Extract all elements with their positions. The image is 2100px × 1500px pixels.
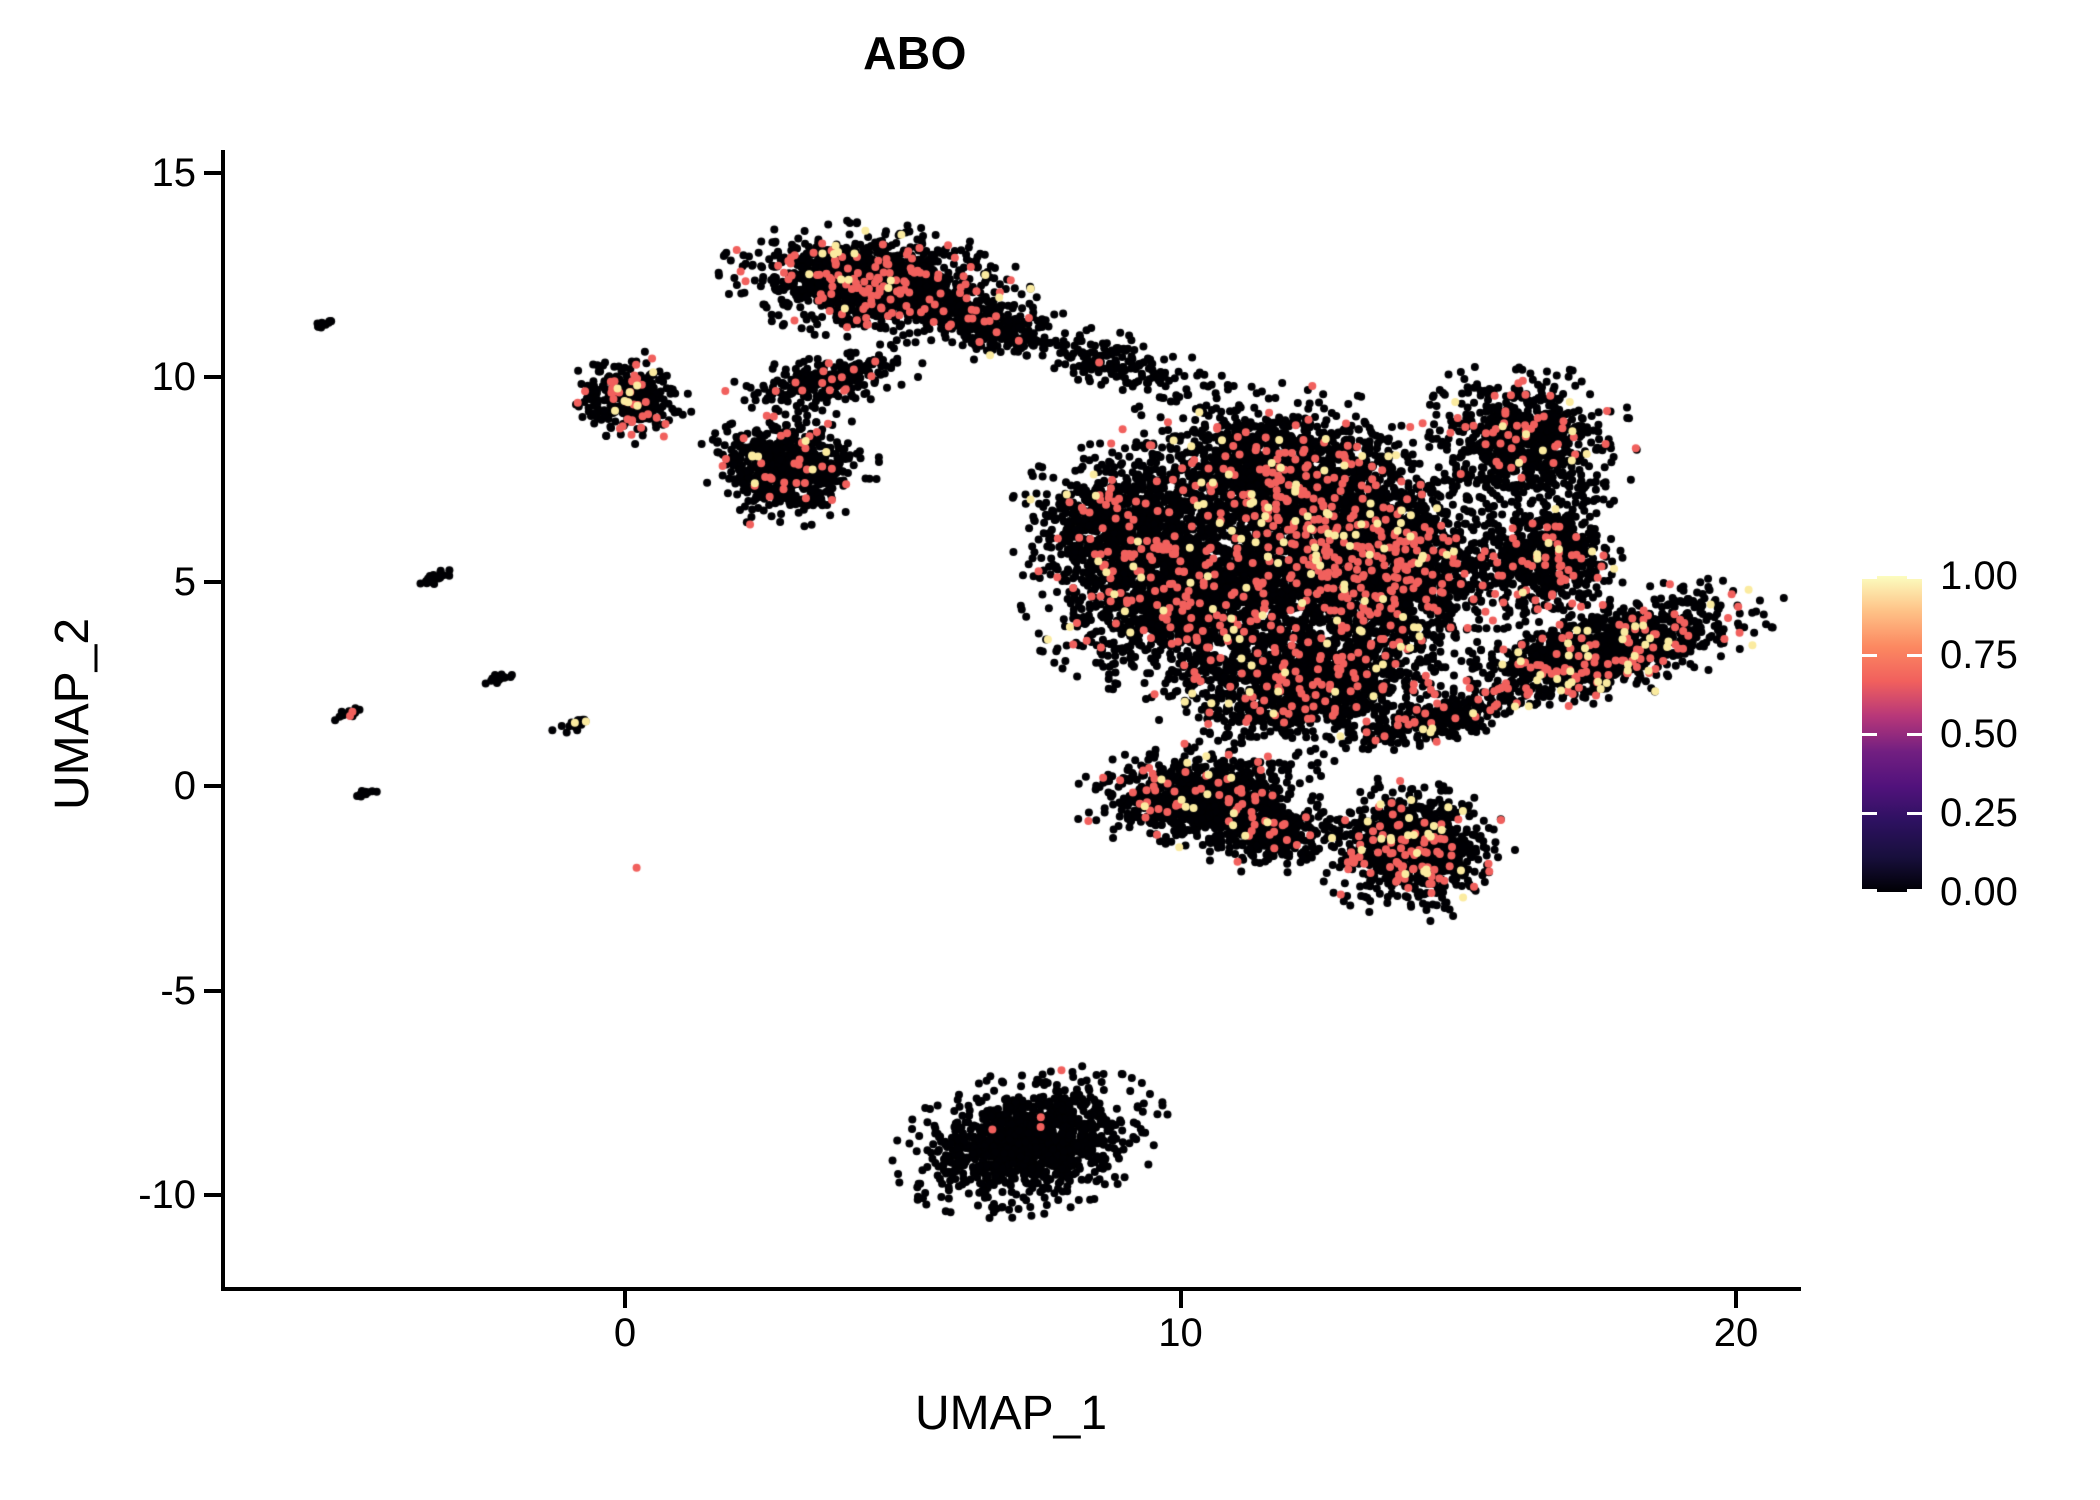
colorbar-tick xyxy=(1862,889,1922,892)
y-tick-label: -5 xyxy=(160,968,196,1013)
y-tick-label: 0 xyxy=(173,764,196,808)
y-tick-mark xyxy=(204,579,221,584)
x-tick-label: 10 xyxy=(1158,1311,1203,1355)
y-tick-mark xyxy=(204,170,221,175)
y-tick-label: 10 xyxy=(151,355,197,399)
y-tick-mark xyxy=(204,1193,221,1197)
colorbar-tick xyxy=(1862,812,1922,815)
y-tick-label: -10 xyxy=(138,1173,196,1217)
color-legend: 1.00 0.75 0.50 0.25 0.00 xyxy=(1862,556,2092,912)
x-tick-label: 0 xyxy=(613,1311,637,1355)
y-tick-label: 15 xyxy=(151,150,197,195)
colorbar-tick xyxy=(1862,733,1922,736)
x-tick-label: 20 xyxy=(1713,1311,1759,1355)
y-tick-mark xyxy=(204,988,221,993)
x-tick-mark xyxy=(623,1291,627,1308)
x-tick-mark xyxy=(1734,1291,1738,1308)
colorbar-tick xyxy=(1862,576,1922,579)
colorbar-tick-label: 0.00 xyxy=(1940,870,2018,914)
colorbar-tick-label: 1.00 xyxy=(1940,554,2018,598)
y-tick-label: 5 xyxy=(173,559,196,604)
colorbar-tick xyxy=(1862,654,1922,657)
colorbar-tick-label: 0.25 xyxy=(1940,791,2018,835)
y-tick-mark xyxy=(204,375,221,379)
y-axis-spine xyxy=(221,150,225,1290)
page-title: ABO xyxy=(863,27,967,79)
y-tick-mark xyxy=(204,784,221,788)
x-tick-mark xyxy=(1178,1291,1183,1308)
colorbar-tick-label: 0.50 xyxy=(1940,712,2018,756)
x-axis-spine xyxy=(221,1287,1801,1291)
y-axis-title: UMAP_2 xyxy=(46,617,99,811)
x-axis-title: UMAP_1 xyxy=(914,1387,1108,1440)
colorbar-tick-label: 0.75 xyxy=(1940,633,2018,677)
